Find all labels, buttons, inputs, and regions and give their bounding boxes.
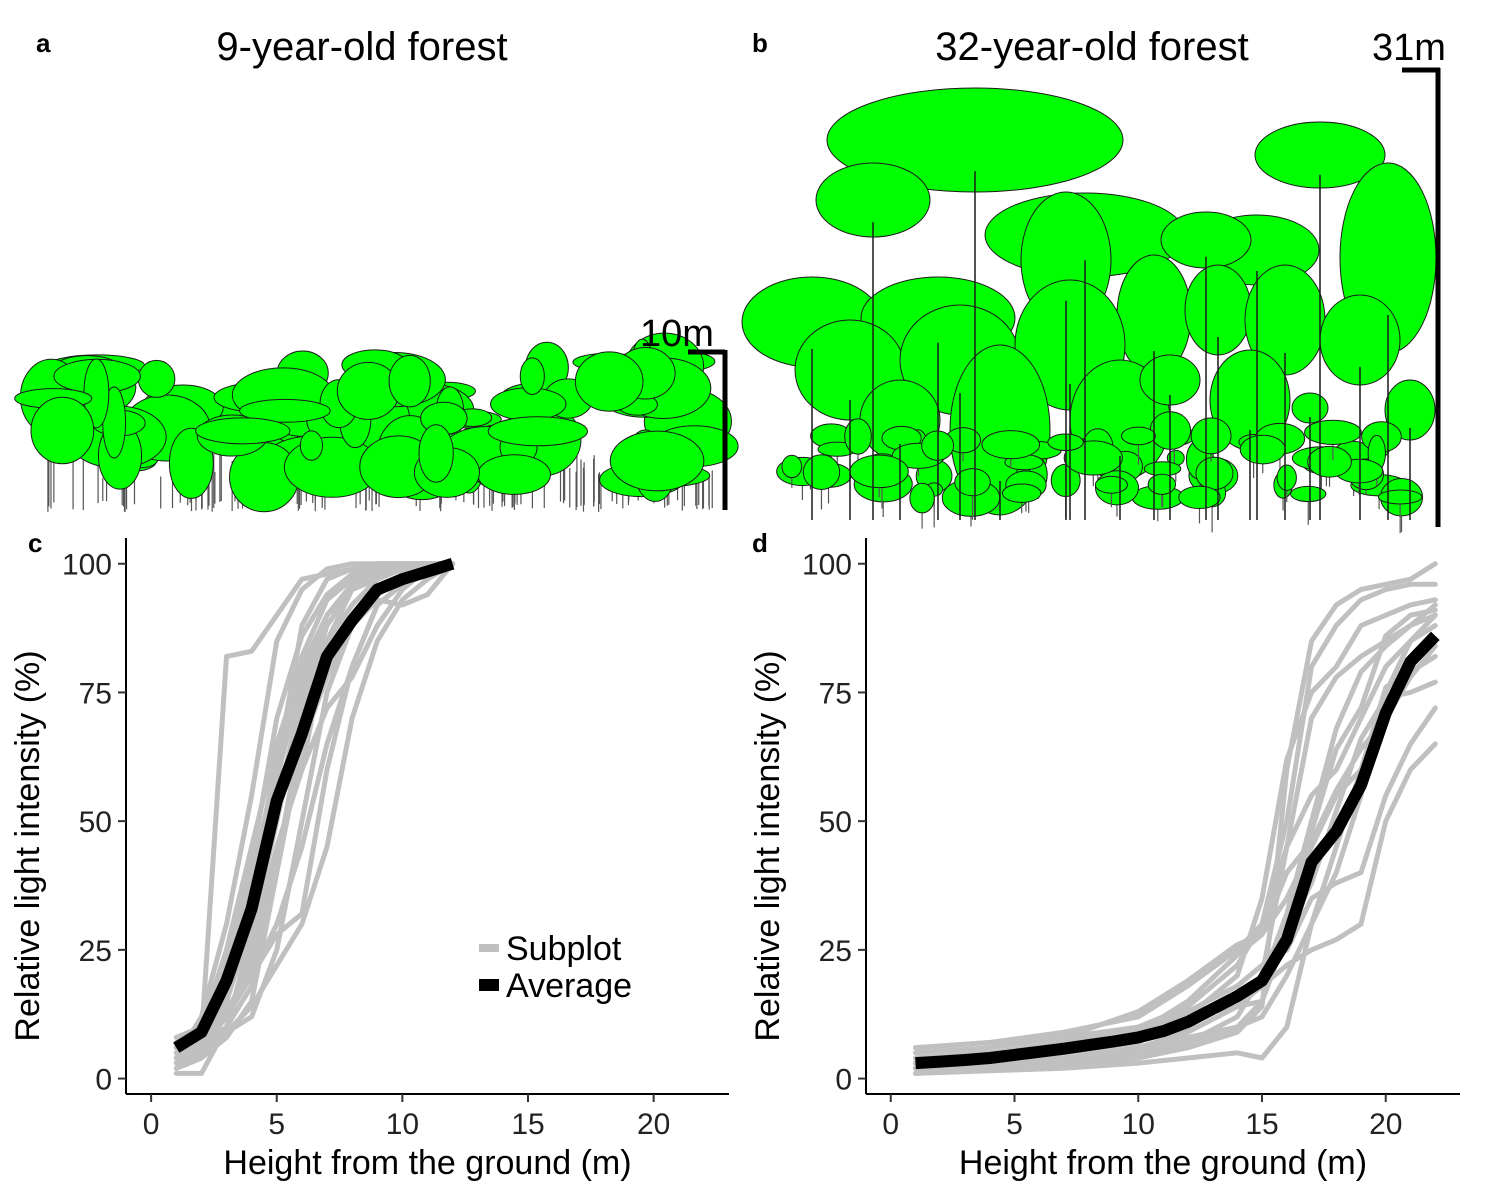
panel-b: b 32-year-old forest 31m bbox=[741, 25, 1446, 534]
chart-d-x-tick-label-15: 15 bbox=[1245, 1108, 1278, 1141]
chart-d-y-tick-label-0: 0 bbox=[835, 1064, 852, 1097]
forest-a-crown bbox=[418, 424, 454, 483]
forest-b-trunks bbox=[811, 171, 1411, 520]
scale-label-a: 10m bbox=[640, 313, 714, 355]
chart-c-axes bbox=[125, 538, 729, 1095]
chart-c-subplot-line-7 bbox=[173, 561, 456, 1040]
chart-d-subplot-line-4 bbox=[913, 623, 1438, 1061]
forest-a-crown bbox=[487, 416, 588, 447]
chart-c-y-tick-label-100: 100 bbox=[62, 549, 112, 582]
panel-letter-a: a bbox=[36, 28, 51, 58]
chart-d-y-ticks: 0 25 50 75 100 bbox=[802, 549, 866, 1097]
chart-c-x-tick-label-10: 10 bbox=[386, 1108, 419, 1141]
chart-c-average-line bbox=[173, 557, 455, 1053]
chart-c-x-ticks: 0 5 10 15 20 bbox=[143, 1094, 670, 1141]
panel-title-b: 32-year-old forest bbox=[935, 25, 1248, 69]
chart-d-x-tick-label-5: 5 bbox=[1006, 1108, 1023, 1141]
chart-d-axes bbox=[865, 538, 1460, 1095]
forest-b-understory-crown bbox=[1239, 434, 1286, 465]
chart-c-legend: Subplot Average bbox=[479, 930, 632, 1005]
chart-d-y-tick-label-25: 25 bbox=[819, 935, 852, 968]
chart-d-x-ticks: 0 5 10 15 20 bbox=[882, 1094, 1402, 1141]
forest-a-crown bbox=[388, 354, 431, 408]
chart-d-average-line bbox=[915, 631, 1440, 1070]
chart-d-y-tick-label-75: 75 bbox=[819, 677, 852, 710]
chart-c-subplot-line-16 bbox=[173, 561, 456, 1056]
panel-letter-b: b bbox=[752, 28, 768, 58]
chart-d-y-tick-label-100: 100 bbox=[802, 549, 852, 582]
forest-b-understory-crown bbox=[1290, 485, 1327, 503]
forest-32yr-illustration bbox=[741, 87, 1437, 534]
forest-b-understory-crown bbox=[1147, 473, 1177, 495]
chart-d-lines bbox=[913, 561, 1440, 1076]
chart-c-x-axis-title: Height from the ground (m) bbox=[223, 1144, 631, 1182]
chart-d-subplot-line-9 bbox=[913, 705, 1438, 1061]
chart-c-y-axis-title: Relative light intensity (%) bbox=[9, 650, 47, 1041]
chart-c-x-tick-label-5: 5 bbox=[268, 1108, 285, 1141]
forest-a-crown bbox=[30, 396, 95, 465]
forest-b-understory-crown bbox=[909, 482, 935, 514]
chart-c: 0 5 10 15 20 0 25 50 75 100 Height from the grou… bbox=[9, 538, 729, 1182]
chart-c-y-ticks: 0 25 50 75 100 bbox=[62, 549, 126, 1097]
forest-b-understory-crown bbox=[781, 454, 803, 479]
forest-b-understory-crown bbox=[1094, 475, 1128, 494]
panel-a: a 9-year-old forest 10m bbox=[14, 25, 739, 513]
legend-subplot-label: Subplot bbox=[506, 930, 622, 968]
forest-a-crown bbox=[519, 357, 545, 396]
forest-b-understory-crown bbox=[802, 454, 841, 490]
forest-b-understory-crown bbox=[1307, 445, 1352, 478]
forest-b-understory-crown bbox=[1195, 456, 1234, 491]
forest-a-crown bbox=[477, 454, 552, 495]
scale-label-b: 31m bbox=[1372, 27, 1446, 69]
forest-b-crowns bbox=[741, 87, 1437, 534]
forest-b-understory-crown bbox=[1143, 461, 1182, 477]
forest-b-understory-crown bbox=[1377, 489, 1423, 505]
panel-c: c 0 5 10 15 20 0 25 50 75 100 Height from the gr… bbox=[9, 528, 729, 1182]
forest-a-crown bbox=[299, 430, 324, 461]
chart-d-x-tick-label-10: 10 bbox=[1122, 1108, 1155, 1141]
forest-b-understory-crown bbox=[1276, 464, 1297, 491]
chart-d-subplot-line-13 bbox=[913, 638, 1438, 1066]
forest-b-understory-crown bbox=[981, 430, 1041, 460]
chart-d-y-tick-label-50: 50 bbox=[819, 806, 852, 839]
scale-bar-b: 31m bbox=[1372, 27, 1446, 527]
forest-a-crowns bbox=[14, 332, 739, 513]
chart-c-x-tick-label-15: 15 bbox=[511, 1108, 544, 1141]
forest-a-crown bbox=[195, 417, 291, 445]
forest-b-understory-crown bbox=[1178, 485, 1221, 510]
chart-d-subplot-line-2 bbox=[913, 581, 1438, 1051]
forest-b-understory-crown bbox=[1121, 426, 1156, 446]
forest-b-understory-crown bbox=[954, 468, 991, 497]
forest-b-understory-crown bbox=[1304, 419, 1362, 445]
chart-c-y-tick-label-25: 25 bbox=[79, 935, 112, 968]
chart-d-x-tick-label-20: 20 bbox=[1369, 1108, 1402, 1141]
forest-a-crown bbox=[609, 430, 705, 492]
panel-letter-c: c bbox=[28, 528, 42, 558]
panel-d: d 0 5 10 15 20 0 25 50 75 100 Height from the gr… bbox=[749, 528, 1460, 1182]
chart-c-y-tick-label-50: 50 bbox=[79, 806, 112, 839]
forest-b-understory-crown bbox=[1001, 483, 1042, 503]
chart-d-x-tick-label-0: 0 bbox=[882, 1108, 899, 1141]
chart-d: 0 5 10 15 20 0 25 50 75 100 Height from the grou… bbox=[749, 538, 1460, 1182]
chart-c-lines bbox=[173, 557, 456, 1076]
scale-bar-a: 10m bbox=[640, 313, 728, 510]
chart-c-y-tick-label-0: 0 bbox=[95, 1064, 112, 1097]
forest-b-understory-crown bbox=[1190, 417, 1232, 455]
forest-b-understory-crown bbox=[1063, 440, 1123, 476]
forest-a-crown bbox=[137, 359, 176, 398]
panel-title-a: 9-year-old forest bbox=[216, 25, 507, 69]
chart-c-x-tick-label-20: 20 bbox=[637, 1108, 670, 1141]
panel-letter-d: d bbox=[752, 528, 768, 558]
chart-d-x-axis-title: Height from the ground (m) bbox=[959, 1144, 1367, 1182]
forest-9yr-illustration bbox=[14, 332, 739, 513]
chart-c-x-tick-label-0: 0 bbox=[143, 1108, 160, 1141]
chart-c-y-tick-label-75: 75 bbox=[79, 677, 112, 710]
forest-a-crown bbox=[574, 351, 644, 412]
forest-a-crown bbox=[239, 398, 331, 423]
forest-b-understory-crown bbox=[844, 418, 872, 455]
legend-average-label: Average bbox=[506, 967, 632, 1005]
chart-d-y-axis-title: Relative light intensity (%) bbox=[749, 650, 787, 1041]
chart-d-subplot-line-11 bbox=[913, 602, 1438, 1071]
